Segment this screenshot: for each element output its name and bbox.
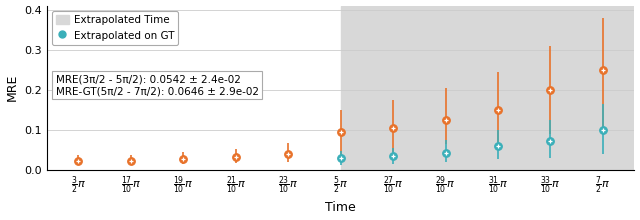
Text: MRE(3π/2 - 5π/2): 0.0542 ± 2.4e-02
MRE-GT(5π/2 - 7π/2): 0.0646 ± 2.9e-02: MRE(3π/2 - 5π/2): 0.0542 ± 2.4e-02 MRE-G… [56, 74, 259, 96]
Y-axis label: MRE: MRE [6, 74, 19, 101]
X-axis label: Time: Time [325, 202, 356, 214]
Legend: Extrapolated Time, Extrapolated on GT: Extrapolated Time, Extrapolated on GT [52, 11, 179, 45]
Bar [340, 6, 634, 170]
